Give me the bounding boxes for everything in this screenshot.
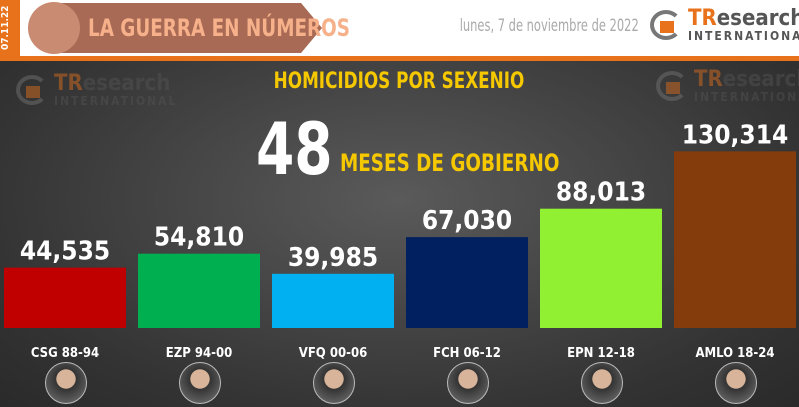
category-label: AMLO 18-24 (695, 346, 774, 361)
data-label: 39,985 (288, 243, 378, 273)
category-label: EZP 94-00 (166, 346, 233, 361)
data-label: 54,810 (154, 223, 244, 253)
banner (60, 3, 322, 53)
president-avatar (581, 362, 623, 404)
bar (674, 151, 796, 328)
data-label: 130,314 (682, 120, 789, 150)
category-label: VFQ 00-06 (299, 346, 367, 361)
data-label: 44,535 (20, 237, 110, 267)
bar (272, 273, 394, 328)
side-date: 07.11.22 (0, 0, 20, 56)
bar (138, 253, 260, 328)
category-label: FCH 06-12 (433, 346, 501, 361)
data-label: 88,013 (556, 178, 646, 208)
category-label: CSG 88-94 (31, 346, 99, 361)
president-avatar (179, 362, 221, 404)
bar (406, 237, 528, 328)
months-number: 48 (256, 107, 333, 191)
president-avatar (313, 362, 355, 404)
header: 07.11.22 LA GUERRA EN NÚMEROS lunes, 7 d… (0, 0, 799, 56)
divider (0, 56, 799, 61)
category-label: EPN 12-18 (567, 346, 635, 361)
data-label: 67,030 (422, 206, 512, 236)
bar (540, 208, 662, 328)
president-avatar (45, 362, 87, 404)
months-label: MESES DE GOBIERNO (340, 149, 560, 177)
chart-title: HOMICIDIOS POR SEXENIO (273, 69, 525, 94)
president-avatar (715, 362, 757, 404)
date: lunes, 7 de noviembre de 2022 (459, 16, 639, 36)
mexico-map-emblem-icon (28, 2, 80, 54)
banner-title: LA GUERRA EN NÚMEROS (88, 14, 350, 42)
bar (4, 267, 126, 328)
bars: 44,535 CSG 88-94 54,810 EZP 94-00 39,985 VFQ … (4, 120, 796, 361)
president-avatar (447, 362, 489, 404)
